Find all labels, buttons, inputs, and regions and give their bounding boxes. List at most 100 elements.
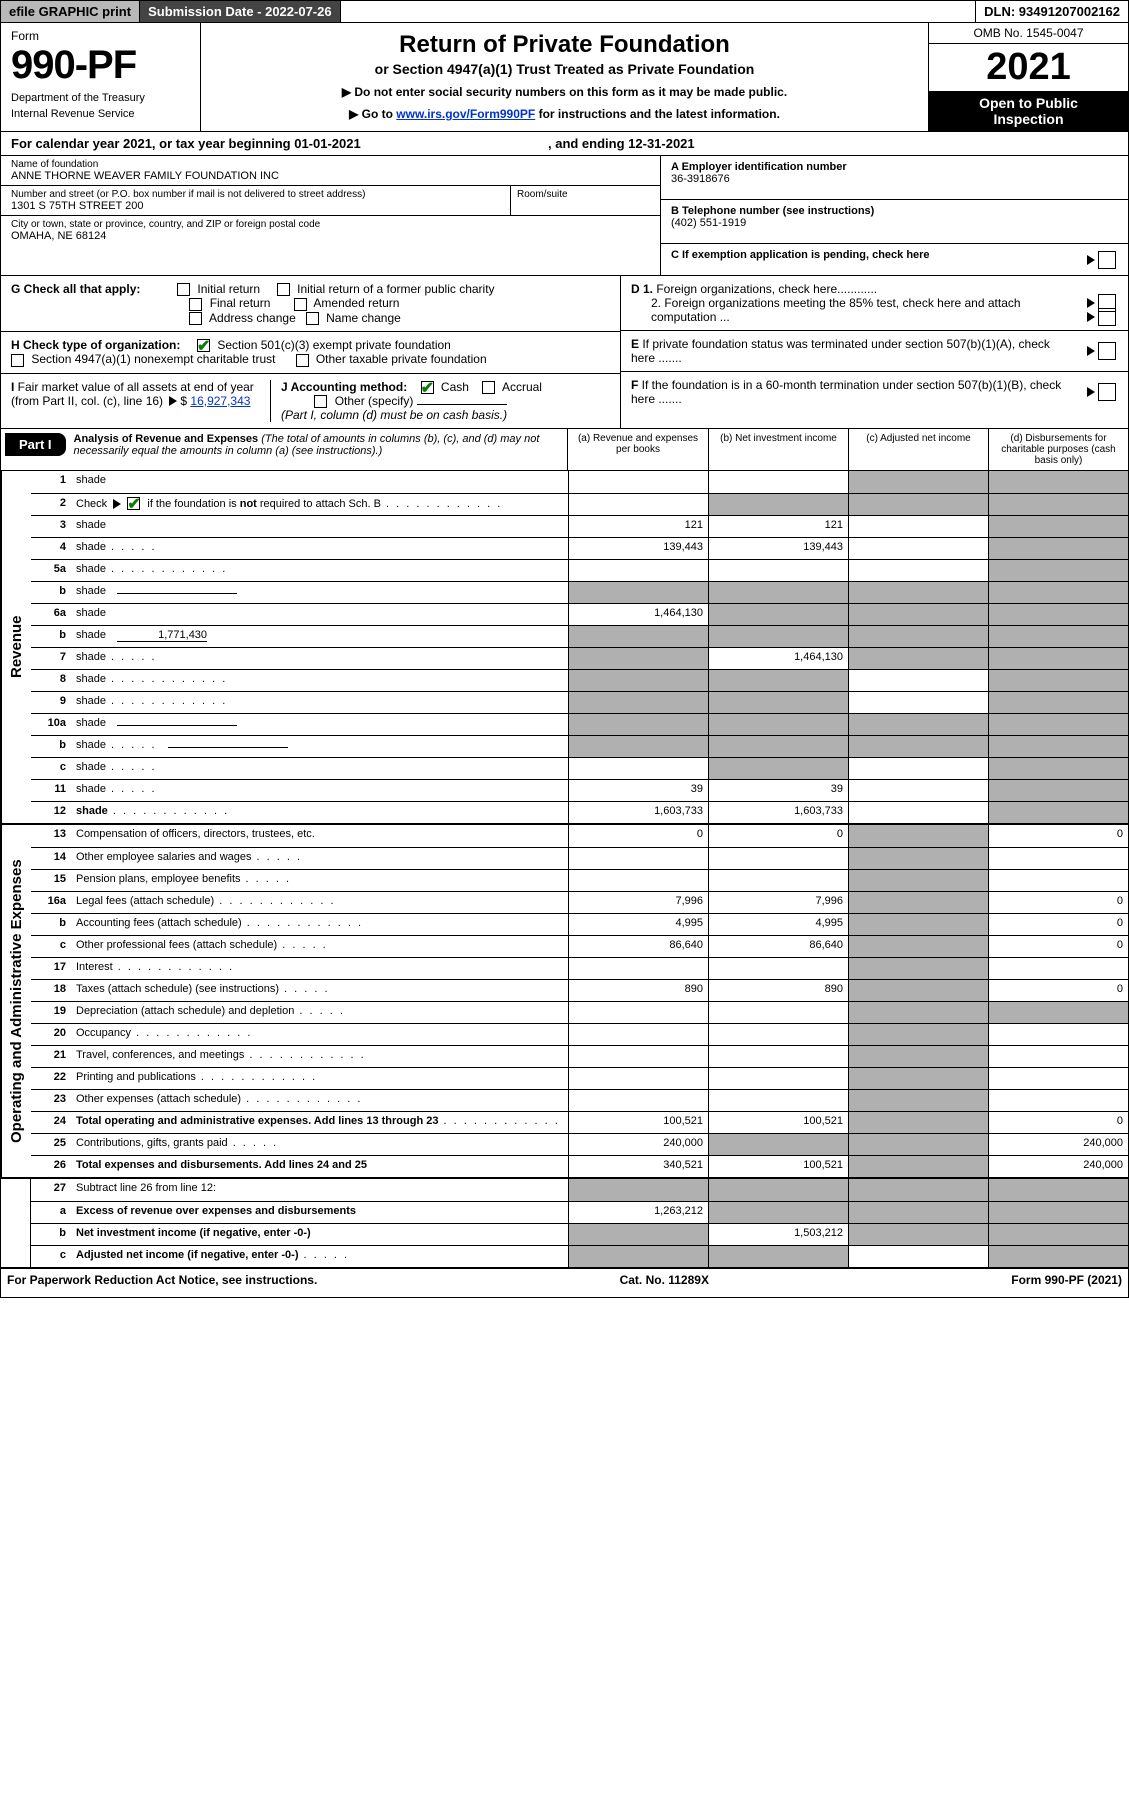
table-row: cAdjusted net income (if negative, enter… <box>31 1245 1128 1267</box>
city-block: City or town, state or province, country… <box>1 216 660 245</box>
table-row: 14Other employee salaries and wages <box>31 847 1128 869</box>
efile-graphic-label[interactable]: efile GRAPHIC print <box>1 1 140 22</box>
cell-shaded <box>988 714 1128 735</box>
cell-value: 7,996 <box>708 892 848 913</box>
address: 1301 S 75TH STREET 200 <box>11 200 510 212</box>
g-initial-former-checkbox[interactable] <box>277 283 290 296</box>
g-address-change-checkbox[interactable] <box>189 312 202 325</box>
table-row: 17Interest <box>31 957 1128 979</box>
cell-shaded <box>568 1224 708 1245</box>
cell-shaded <box>568 1179 708 1201</box>
h-501c3-checkbox[interactable] <box>197 339 210 352</box>
h-opt-3: Other taxable private foundation <box>316 352 487 366</box>
cell-shaded <box>708 626 848 647</box>
j-accrual-checkbox[interactable] <box>482 381 495 394</box>
line-number: a <box>31 1202 71 1223</box>
form-subtitle: or Section 4947(a)(1) Trust Treated as P… <box>221 61 908 77</box>
instructions-link[interactable]: www.irs.gov/Form990PF <box>396 107 535 121</box>
line-number: 8 <box>31 670 71 691</box>
summary-rows: 27Subtract line 26 from line 12:aExcess … <box>31 1179 1128 1267</box>
cell-value: 1,603,733 <box>568 802 708 823</box>
g-opt-4: Address change <box>209 311 296 325</box>
cell-shaded <box>848 736 988 757</box>
d2-checkbox[interactable] <box>1098 308 1116 326</box>
cell-value <box>988 1046 1128 1067</box>
cell-shaded <box>848 914 988 935</box>
cell-shaded <box>848 626 988 647</box>
g-opt-3: Amended return <box>313 296 399 310</box>
line-number: 10a <box>31 714 71 735</box>
cell-shaded <box>988 538 1128 559</box>
arrow-icon <box>1087 255 1095 265</box>
f-checkbox[interactable] <box>1098 383 1116 401</box>
cell-value: 86,640 <box>708 936 848 957</box>
dln-label: DLN: 93491207002162 <box>975 1 1128 22</box>
g-initial-return-checkbox[interactable] <box>177 283 190 296</box>
cell-value <box>848 516 988 537</box>
line-desc: shade <box>71 471 568 493</box>
cell-value: 100,521 <box>568 1112 708 1133</box>
line-number: 12 <box>31 802 71 823</box>
line-number: b <box>31 582 71 603</box>
line-number: 25 <box>31 1134 71 1155</box>
cell-value: 1,464,130 <box>708 648 848 669</box>
cell-shaded <box>848 1224 988 1245</box>
cell-shaded <box>848 494 988 515</box>
cell-value: 0 <box>988 1112 1128 1133</box>
c-label: C If exemption application is pending, c… <box>671 249 930 261</box>
fmv-link[interactable]: 16,927,343 <box>190 394 250 408</box>
table-row: 25Contributions, gifts, grants paid240,0… <box>31 1133 1128 1155</box>
cell-shaded <box>988 560 1128 581</box>
line-desc: Total operating and administrative expen… <box>71 1112 568 1133</box>
arrow-icon <box>169 396 177 406</box>
cell-value: 890 <box>708 980 848 1001</box>
line-number: 21 <box>31 1046 71 1067</box>
line-desc: Net investment income (if negative, ente… <box>71 1224 568 1245</box>
cell-shaded <box>708 494 848 515</box>
line-number: b <box>31 914 71 935</box>
cell-shaded <box>568 692 708 713</box>
cell-value <box>708 958 848 979</box>
revenue-rows: 1shade2Check if the foundation is not re… <box>31 471 1128 823</box>
line-desc: Contributions, gifts, grants paid <box>71 1134 568 1155</box>
table-row: 6ashade1,464,130 <box>31 603 1128 625</box>
cell-shaded <box>708 582 848 603</box>
cell-shaded <box>568 1246 708 1267</box>
cell-shaded <box>848 582 988 603</box>
cell-shaded <box>568 714 708 735</box>
cell-shaded <box>988 494 1128 515</box>
line-desc: Legal fees (attach schedule) <box>71 892 568 913</box>
cell-value <box>848 670 988 691</box>
calendar-year-line: For calendar year 2021, or tax year begi… <box>1 132 1128 156</box>
cell-value <box>568 758 708 779</box>
address-block: Number and street (or P.O. box number if… <box>1 186 660 216</box>
schb-checkbox[interactable] <box>127 497 140 510</box>
g-amended-checkbox[interactable] <box>294 298 307 311</box>
revenue-side-label: Revenue <box>1 471 31 823</box>
g-final-return-checkbox[interactable] <box>189 298 202 311</box>
line-desc: Excess of revenue over expenses and disb… <box>71 1202 568 1223</box>
e-checkbox[interactable] <box>1098 342 1116 360</box>
g-name-change-checkbox[interactable] <box>306 312 319 325</box>
j-other-checkbox[interactable] <box>314 395 327 408</box>
cell-value <box>708 848 848 869</box>
f-block: F If the foundation is in a 60-month ter… <box>621 372 1128 412</box>
table-row: 18Taxes (attach schedule) (see instructi… <box>31 979 1128 1001</box>
j-cash-checkbox[interactable] <box>421 381 434 394</box>
g-opt-2: Final return <box>210 296 271 310</box>
cell-shaded <box>568 736 708 757</box>
line-number: b <box>31 736 71 757</box>
h-other-checkbox[interactable] <box>296 354 309 367</box>
cell-value <box>988 1090 1128 1111</box>
cell-value <box>708 1090 848 1111</box>
h-4947-checkbox[interactable] <box>11 354 24 367</box>
cal-mid: , and ending 12-31-2021 <box>548 136 695 151</box>
line-desc: Other expenses (attach schedule) <box>71 1090 568 1111</box>
line-desc: shade <box>71 714 568 735</box>
header-left: Form 990-PF Department of the Treasury I… <box>1 23 201 131</box>
cell-shaded <box>848 1156 988 1177</box>
cell-shaded <box>708 670 848 691</box>
c-checkbox[interactable] <box>1098 251 1116 269</box>
cell-value: 340,521 <box>568 1156 708 1177</box>
cell-shaded <box>988 471 1128 493</box>
